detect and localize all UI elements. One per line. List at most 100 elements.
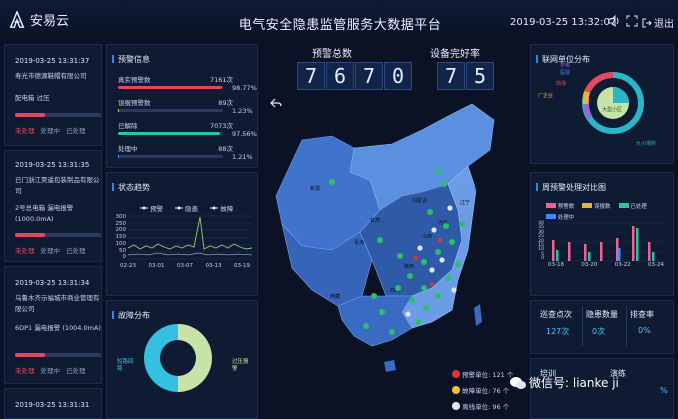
legend-fault: 故障 <box>210 203 233 213</box>
status-unhandled[interactable]: 未处理 <box>15 247 35 255</box>
map-markers[interactable] <box>329 169 465 335</box>
legend-processing: 处理中 <box>546 213 574 221</box>
warning-pct-processing: 1.21% <box>232 153 253 161</box>
status-handling[interactable]: 处理中 <box>40 247 61 255</box>
device-digit: 7 <box>437 62 465 90</box>
brand-name: 安易云 <box>30 14 70 29</box>
hazard-count-label: 隐患数量 <box>586 310 618 319</box>
warning-bar-false <box>118 109 223 112</box>
map-label: 陕西 <box>404 263 414 270</box>
exit-icon <box>642 18 652 27</box>
warning-digit: 6 <box>326 62 354 90</box>
china-map[interactable]: 黑龙江 吉林 辽宁 河北 山西 陕西 西藏 四川 青海 甘肃 新疆 内蒙古 <box>262 100 514 400</box>
warning-info-title: 预警信息 <box>112 54 150 65</box>
status-handling[interactable]: 处理中 <box>40 367 61 375</box>
patrol-points-value: 127次 <box>546 327 570 336</box>
row-label: 真实预警数 <box>118 76 151 84</box>
exit-label: 退出 <box>654 19 674 30</box>
network-donut <box>582 71 644 134</box>
compare-chart <box>548 222 664 262</box>
legend-offline-units: 离线单位: 96 个 <box>452 399 513 415</box>
wechat-icon <box>510 376 526 389</box>
warning-total-label: 预警总数 <box>312 49 352 60</box>
brand-logo-icon <box>9 10 25 28</box>
network-label-hospital: 医院 <box>560 70 571 76</box>
alarm-time: 2019-03-25 13:31:35 <box>15 161 90 169</box>
alarm-time: 2019-03-25 13:31:37 <box>15 57 90 65</box>
training-label: 培训 <box>540 369 556 378</box>
warning-bar-processing <box>118 155 223 158</box>
warning-pct-real: 98.77% <box>232 84 257 92</box>
fullscreen-icon[interactable] <box>626 15 638 30</box>
divider <box>582 306 583 346</box>
alarm-progress <box>15 353 101 357</box>
alarm-detail: 2号总电箱 漏电报警 (1000.0mA) <box>15 204 74 223</box>
network-dist-title: 联网单位分布 <box>536 54 590 65</box>
status-unhandled[interactable]: 未处理 <box>15 127 35 135</box>
status-handling[interactable]: 处理中 <box>40 127 61 135</box>
status-handled[interactable]: 已处理 <box>66 127 86 135</box>
map-label: 黑龙江 <box>470 167 485 174</box>
network-label-mall: 商场 <box>556 81 567 87</box>
status-unhandled[interactable]: 未处理 <box>15 367 35 375</box>
patrol-panel <box>530 300 674 354</box>
legend-handled: 已处理 <box>618 202 647 210</box>
alarm-time: 2019-03-25 13:31:34 <box>15 279 90 287</box>
alarm-detail: 6DP1 漏电报警 (1004.0mA) <box>15 324 101 332</box>
alarm-progress <box>15 113 101 117</box>
device-rate-label: 设备完好率 <box>430 49 480 60</box>
alarm-org: 寿光市德源鞋帽有限公司 <box>15 72 87 80</box>
row-label: 已解除 <box>118 122 138 130</box>
map-label: 吉林 <box>474 185 484 192</box>
map-label: 甘肃 <box>370 217 380 224</box>
compare-title: 周预警处理对比图 <box>536 182 606 193</box>
warning-row-cleared: 已解除 7073次 <box>118 120 253 130</box>
fault-label-right: 过压报警 <box>232 359 249 372</box>
trend-yaxis: 300 250 200 150 100 50 0 <box>115 214 127 261</box>
training-rate: % <box>660 386 668 395</box>
map-island-taiwan <box>474 304 482 326</box>
page-title: 电气安全隐患监管服务大数据平台 <box>238 18 442 33</box>
network-label-school: 学校 <box>560 63 571 69</box>
trend-xaxis: 02-23 03-01 03-07 03-13 03-19 <box>120 263 250 269</box>
status-handled[interactable]: 已处理 <box>66 367 86 375</box>
trend-legend: 预警 隐患 故障 <box>140 203 233 213</box>
drill-label: 演练 <box>610 369 626 378</box>
brand-logo: 安易云 <box>8 10 69 29</box>
alarm-card[interactable]: 2019-03-25 13:31:31 <box>4 388 102 419</box>
row-value: 88次 <box>218 145 233 153</box>
warning-pct-cleared: 97.56% <box>232 130 257 138</box>
map-label: 辽宁 <box>460 199 470 206</box>
alarm-card[interactable]: 2019-03-25 13:31:34 乌鲁木齐示福城市商业管理有限公司 6DP… <box>4 266 102 384</box>
map-region-tibet <box>281 222 373 307</box>
check-rate-value: 0% <box>638 326 651 335</box>
exit-button[interactable]: 退出 <box>642 15 674 30</box>
warning-digit: 0 <box>384 62 412 90</box>
alarm-org: 已门浙江昊遥包装制品有限公司 <box>15 176 100 195</box>
map-label: 西藏 <box>330 293 340 300</box>
map-label: 内蒙古 <box>412 197 427 204</box>
row-value: 7073次 <box>209 122 233 130</box>
row-value: 7161次 <box>209 76 233 84</box>
legend-fault-units: 故障单位: 76 个 <box>452 383 513 399</box>
alarm-card[interactable]: 2019-03-25 13:31:37 寿光市德源鞋帽有限公司 配电箱 过压 未… <box>4 44 102 146</box>
warning-pct-false: 1.23% <box>232 107 253 115</box>
check-rate-label: 排查率 <box>630 310 654 319</box>
map-region-south <box>337 295 413 347</box>
row-value: 89次 <box>218 99 233 107</box>
status-handled[interactable]: 已处理 <box>66 247 86 255</box>
alarm-card[interactable]: 2019-03-25 13:31:35 已门浙江昊遥包装制品有限公司 2号总电箱… <box>4 150 102 262</box>
status-trend-panel <box>106 172 258 296</box>
warning-bar-real <box>118 86 223 89</box>
map-label: 河北 <box>438 219 448 226</box>
map-label: 青海 <box>354 239 364 246</box>
sound-icon[interactable] <box>608 14 620 30</box>
map-label: 山西 <box>422 233 432 240</box>
back-icon[interactable] <box>270 98 282 110</box>
legend-warning-units: 预警单位: 121 个 <box>452 367 513 383</box>
patrol-points-label: 巡查点次 <box>540 310 572 319</box>
status-trend-title: 状态趋势 <box>112 182 150 193</box>
map-region-east <box>401 165 477 329</box>
warning-digit: 7 <box>297 62 325 90</box>
warning-row-real: 真实预警数 7161次 <box>118 74 253 84</box>
